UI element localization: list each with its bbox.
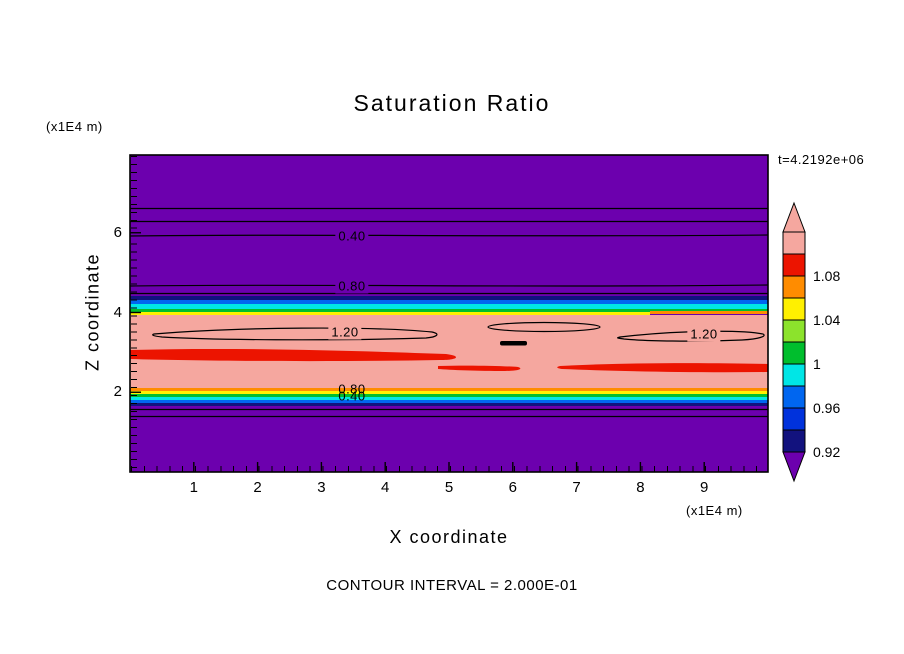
colorbar-arrow-up [782, 201, 806, 233]
red-streaks [130, 348, 768, 373]
y-tick-2: 2 [113, 383, 122, 400]
x-tick-8: 8 [636, 479, 645, 496]
colorbar-label-108: 1.08 [813, 268, 841, 284]
y-tick-6: 6 [113, 224, 122, 241]
lower-transition-band [130, 388, 768, 406]
colorbar-label-096: 0.96 [813, 400, 841, 416]
colorbar-label-092: 0.92 [813, 444, 841, 460]
contour-label-120-right: 1.20 [687, 326, 721, 342]
x-axis-unit-label: (x1E4 m) [686, 503, 743, 518]
upper-transition-band [130, 296, 768, 315]
contour-loop-120-mid [487, 321, 601, 333]
chart-title: Saturation Ratio [353, 90, 551, 116]
x-tick-2: 2 [253, 479, 262, 496]
contour-label-080-upper: 0.80 [335, 278, 369, 294]
colorbar-arrow-down [782, 451, 806, 483]
colorbar [782, 201, 806, 483]
x-tick-7: 7 [572, 479, 581, 496]
contour-label-080-lower: 0.80 [338, 381, 366, 397]
colorbar-label-100: 1 [813, 356, 821, 372]
contour-label-040-lower: 0.40 [338, 388, 366, 404]
y-axis-unit-label: (x1E4 m) [46, 119, 103, 134]
contour-interval-label: CONTOUR INTERVAL = 2.000E-01 [326, 577, 578, 594]
x-tick-5: 5 [444, 479, 454, 496]
time-annotation: t=4.2192e+06 [778, 152, 865, 167]
contour-label-040-upper: 0.40 [335, 228, 369, 244]
contour-loop-120-left [152, 327, 438, 341]
x-tick-1: 1 [189, 479, 198, 496]
colorbar-label-104: 1.04 [813, 312, 841, 328]
contour-dash [500, 341, 527, 346]
x-axis-title: X coordinate [389, 527, 509, 547]
x-tick-4: 4 [381, 479, 390, 496]
x-tick-6: 6 [508, 479, 517, 496]
y-minor-ticks [131, 156, 137, 471]
contour-label-120-left: 1.20 [328, 324, 362, 340]
x-minor-ticks [131, 466, 767, 472]
plot-field [130, 155, 768, 472]
x-tick-9: 9 [700, 479, 709, 496]
y-tick-4: 4 [113, 304, 122, 321]
x-tick-3: 3 [317, 479, 326, 496]
